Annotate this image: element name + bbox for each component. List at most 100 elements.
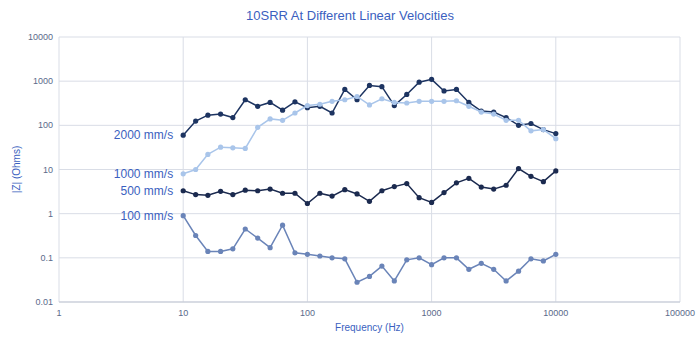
series-marker [292, 250, 297, 255]
series-marker [367, 199, 372, 204]
series-marker [429, 262, 434, 267]
series-marker [342, 187, 347, 192]
series-marker [181, 213, 186, 218]
chart-svg: 0.010.1110100100010000110100100010000100… [0, 0, 700, 346]
y-tick-label: 100 [38, 120, 53, 130]
series-marker [454, 255, 459, 260]
series-marker [181, 188, 186, 193]
y-grid-line [59, 125, 680, 126]
series-marker [429, 77, 434, 82]
series-marker [479, 184, 484, 189]
series-marker [268, 116, 273, 121]
plot-area [181, 77, 559, 285]
series-marker [454, 98, 459, 103]
series-marker [354, 94, 359, 99]
series-marker [392, 278, 397, 283]
series-marker [541, 179, 546, 184]
series-marker [516, 118, 521, 123]
y-grid-line [59, 37, 680, 38]
series-line [183, 216, 556, 283]
series-marker [205, 113, 210, 118]
series-marker [454, 87, 459, 92]
series-marker [342, 87, 347, 92]
x-tick-label: 1000 [422, 308, 442, 318]
series-line [183, 96, 556, 173]
series [181, 166, 559, 206]
series-marker [193, 233, 198, 238]
series-marker [479, 109, 484, 114]
x-axis-line [59, 302, 680, 303]
series-marker [466, 267, 471, 272]
series-marker [317, 253, 322, 258]
series-marker [280, 223, 285, 228]
series-marker [230, 145, 235, 150]
series-marker [230, 192, 235, 197]
series-marker [491, 111, 496, 116]
series-marker [541, 127, 546, 132]
series-marker [218, 189, 223, 194]
series-marker [379, 96, 384, 101]
series-marker [268, 100, 273, 105]
series-marker [268, 186, 273, 191]
series-label: 100 mm/s [121, 209, 174, 223]
series-marker [205, 152, 210, 157]
series-marker [305, 252, 310, 257]
series-marker [243, 146, 248, 151]
series-marker [329, 99, 334, 104]
series-marker [205, 249, 210, 254]
series-marker [255, 188, 260, 193]
series-marker [305, 201, 310, 206]
grid [59, 37, 680, 302]
series-marker [379, 188, 384, 193]
series-marker [218, 145, 223, 150]
x-grid-line [680, 37, 681, 302]
series-marker [354, 280, 359, 285]
y-tick-label: 1000 [33, 76, 53, 86]
series-marker [417, 99, 422, 104]
series-marker [342, 256, 347, 261]
series-marker [479, 109, 484, 114]
series-marker [255, 125, 260, 130]
series-marker [504, 278, 509, 283]
series-marker [354, 191, 359, 196]
series-marker [193, 118, 198, 123]
x-axis-label: Frequency (Hz) [335, 322, 404, 333]
series-marker [230, 246, 235, 251]
series-marker [367, 102, 372, 107]
series-marker [181, 133, 186, 138]
series-marker [280, 191, 285, 196]
series-marker [255, 104, 260, 109]
series-marker [404, 100, 409, 105]
series-marker [417, 80, 422, 85]
x-tick-label: 1 [56, 308, 61, 318]
series-marker [466, 176, 471, 181]
y-tick-label: 0.1 [40, 253, 53, 263]
series-marker [292, 99, 297, 104]
series-marker [193, 167, 198, 172]
series-marker [181, 171, 186, 176]
x-tick-label: 10 [178, 308, 188, 318]
series-marker [317, 191, 322, 196]
x-tick-label: 100000 [665, 308, 695, 318]
series-marker [329, 193, 334, 198]
series-marker [553, 252, 558, 257]
series-marker [441, 88, 446, 93]
y-tick-label: 0.01 [35, 297, 53, 307]
x-tick-label: 100 [300, 308, 315, 318]
series-marker [218, 249, 223, 254]
series-marker [218, 111, 223, 116]
series-label: 1000 mm/s [114, 167, 173, 181]
series [181, 94, 559, 176]
series-marker [280, 108, 285, 113]
series-marker [528, 121, 533, 126]
series-marker [429, 200, 434, 205]
series-marker [541, 258, 546, 263]
series-marker [528, 174, 533, 179]
series-marker [441, 99, 446, 104]
series-marker [553, 136, 558, 141]
chart-title: 10SRR At Different Linear Velocities [246, 8, 454, 23]
series-marker [504, 183, 509, 188]
series-marker [516, 269, 521, 274]
series-marker [243, 226, 248, 231]
chart-container: 0.010.1110100100010000110100100010000100… [0, 0, 700, 346]
